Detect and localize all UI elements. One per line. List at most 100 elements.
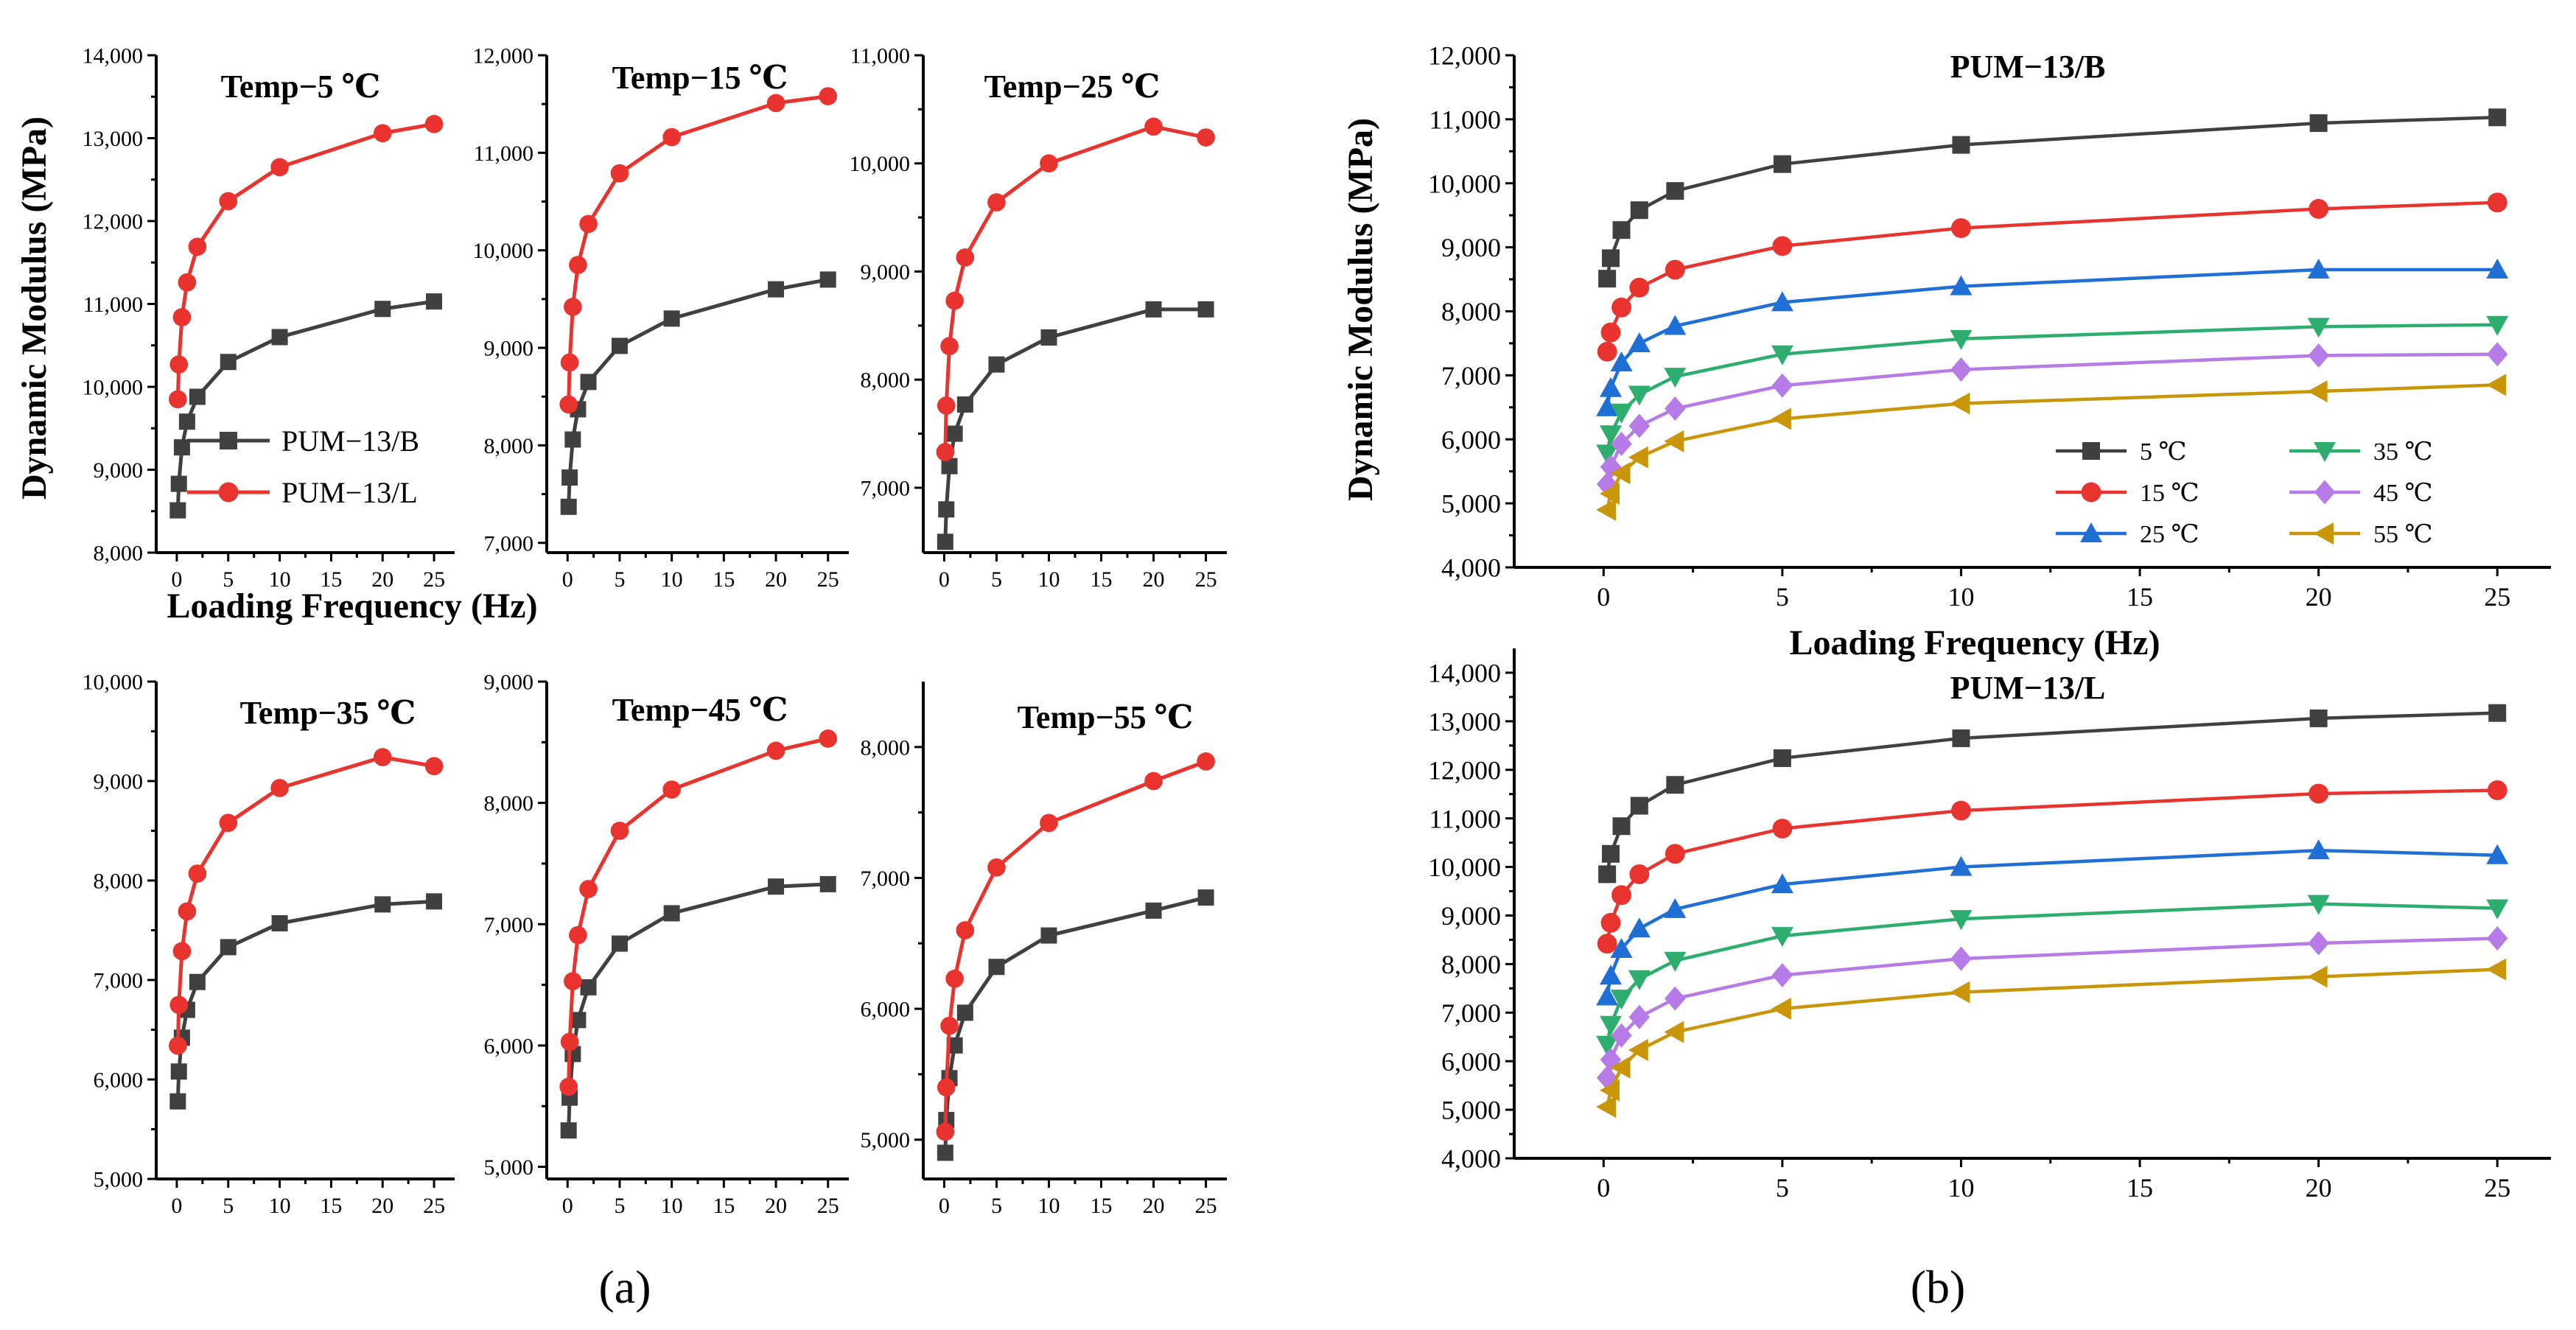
data-point	[169, 390, 187, 409]
panel-b-x-axis-label: Loading Frequency (Hz)	[1789, 623, 2160, 662]
legend-label: PUM−13/B	[281, 424, 419, 458]
x-tick-label: 15	[1091, 1194, 1113, 1218]
data-point	[560, 353, 579, 372]
x-tick-label: 15	[713, 567, 735, 592]
y-tick-label: 6,000	[1441, 1047, 1501, 1077]
data-point	[561, 469, 578, 486]
series-45	[1596, 925, 2508, 1091]
data-point	[610, 822, 629, 840]
data-point	[564, 298, 582, 316]
data-point	[938, 501, 955, 518]
data-point	[374, 896, 391, 913]
data-point	[373, 748, 392, 766]
data-point	[2307, 380, 2328, 403]
series-15	[1597, 192, 2507, 362]
data-point	[819, 729, 838, 748]
chart-a1: 8,000 9,000 10,000 11,000 12,000 13,000 14,000…	[83, 44, 455, 592]
data-point	[1771, 345, 1793, 365]
data-point	[663, 310, 680, 327]
x-tick-label: 10	[269, 567, 291, 592]
data-point	[560, 1122, 577, 1139]
x-tick-label: 20	[2306, 582, 2332, 612]
data-point	[580, 374, 597, 391]
y-tick-label: 8,000	[1441, 950, 1501, 979]
data-point	[1772, 236, 1793, 256]
data-point	[169, 1093, 186, 1110]
data-point	[1950, 981, 1970, 1004]
data-point	[2486, 958, 2507, 981]
y-tick-label: 11,000	[1429, 804, 1501, 833]
data-point	[988, 356, 1005, 373]
data-point	[1950, 855, 1973, 876]
y-tick-label: 13,000	[1428, 707, 1501, 736]
series-5	[1598, 108, 2507, 288]
data-point	[570, 1012, 587, 1029]
data-point	[937, 1078, 956, 1096]
data-point	[1771, 291, 1793, 312]
series-line	[1605, 937, 2498, 1079]
data-point	[426, 293, 443, 310]
y-tick-label: 10,000	[1428, 169, 1501, 198]
y-tick-label: 10,000	[1428, 853, 1501, 882]
chart-title: Temp−25 ℃	[984, 69, 1161, 105]
series-line	[1605, 788, 2498, 945]
data-point	[766, 94, 785, 113]
y-tick-label: 9,000	[484, 671, 534, 695]
data-point	[1040, 927, 1057, 944]
series-35	[1596, 895, 2509, 1056]
panel-b-y-axis-label: Dynamic Modulus (MPa)	[1341, 118, 1380, 501]
data-point	[2488, 704, 2507, 722]
data-point	[1601, 249, 1620, 267]
data-point	[1145, 902, 1162, 919]
data-point	[1665, 986, 1686, 1011]
y-tick-label: 11,000	[850, 44, 910, 69]
data-point	[1664, 951, 1687, 972]
series-L	[936, 117, 1215, 461]
legend: 5 ℃ 15 ℃ 25 ℃ 35 ℃ 45 ℃ 55 ℃	[2056, 438, 2433, 548]
x-tick-label: 0	[939, 567, 950, 592]
data-point	[579, 214, 598, 234]
x-tick-label: 25	[2484, 1173, 2510, 1203]
data-point	[1040, 329, 1057, 346]
chart-a5: 5,000 6,000 7,000 8,000 9,000 0 5 10 15 20 25 Temp−…	[484, 671, 849, 1218]
data-point	[956, 1004, 973, 1021]
data-point	[2486, 342, 2508, 367]
series-line	[567, 882, 828, 1131]
x-tick-label: 20	[1143, 1194, 1165, 1218]
data-point	[1610, 1056, 1631, 1079]
data-point	[819, 87, 838, 105]
data-point	[819, 271, 836, 288]
chart-a6: 5,000 6,000 7,000 8,000 0 5 10 15 20 25 Temp−55 ℃	[861, 682, 1227, 1218]
data-point	[1596, 498, 1617, 521]
data-point	[663, 905, 680, 922]
y-tick-label: 8,000	[861, 368, 911, 393]
chart-b2: 4,000 5,000 6,000 7,000 8,000 9,000 10,000 11,0…	[1428, 648, 2551, 1203]
data-point	[2487, 192, 2507, 213]
data-point	[766, 741, 785, 760]
x-tick-label: 10	[1037, 567, 1060, 592]
series-line	[943, 125, 1207, 452]
data-point	[1950, 275, 1973, 295]
x-tick-label: 10	[661, 567, 683, 592]
series-line	[567, 277, 829, 507]
chart-a2: 7,000 8,000 9,000 10,000 11,000 12,000 0 5 10 15 2…	[473, 44, 849, 592]
data-point	[1197, 128, 1215, 147]
data-point	[271, 329, 288, 346]
data-point	[2486, 374, 2507, 396]
data-point	[1610, 937, 1633, 958]
series-line	[943, 760, 1207, 1133]
series-line	[943, 895, 1207, 1153]
x-tick-label: 15	[320, 1194, 342, 1218]
data-point	[1599, 1015, 1622, 1036]
y-tick-label: 5,000	[1441, 489, 1501, 519]
y-tick-label: 10,000	[83, 671, 144, 695]
series-line	[1605, 200, 2498, 352]
data-point	[1596, 444, 1619, 465]
data-point	[219, 813, 238, 833]
data-point	[1772, 819, 1793, 839]
data-point	[1950, 392, 1970, 415]
data-point	[946, 1037, 963, 1054]
data-point	[1628, 970, 1651, 990]
data-point	[270, 779, 289, 797]
